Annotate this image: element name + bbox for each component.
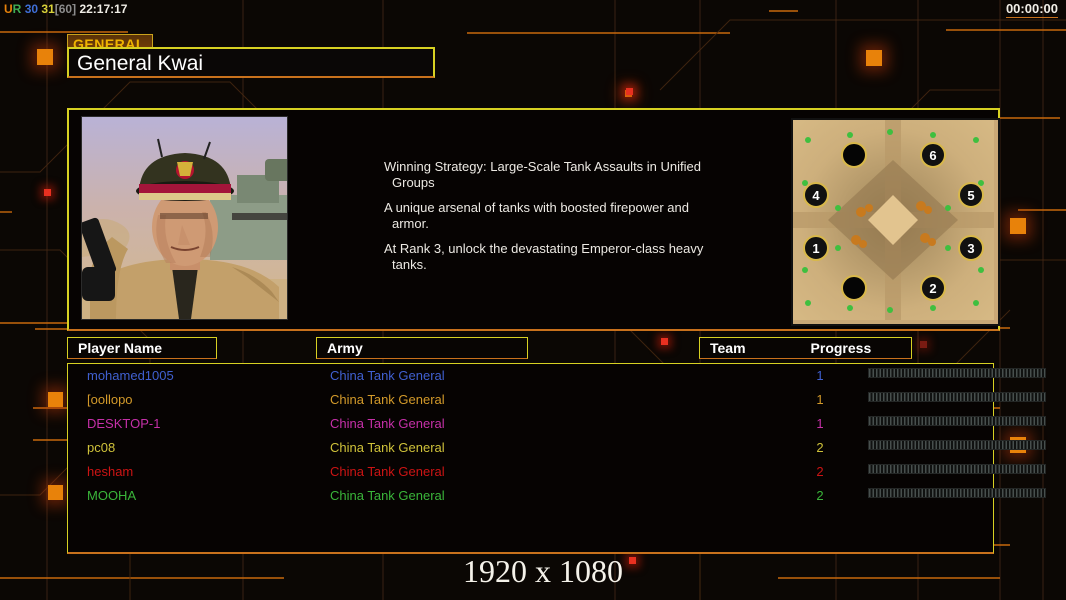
svg-text:5: 5 xyxy=(967,188,974,203)
svg-text:4: 4 xyxy=(812,188,820,203)
svg-text:2: 2 xyxy=(929,281,936,296)
svg-text:1: 1 xyxy=(812,241,819,256)
svg-text:3: 3 xyxy=(967,241,974,256)
svg-text:6: 6 xyxy=(929,148,936,163)
